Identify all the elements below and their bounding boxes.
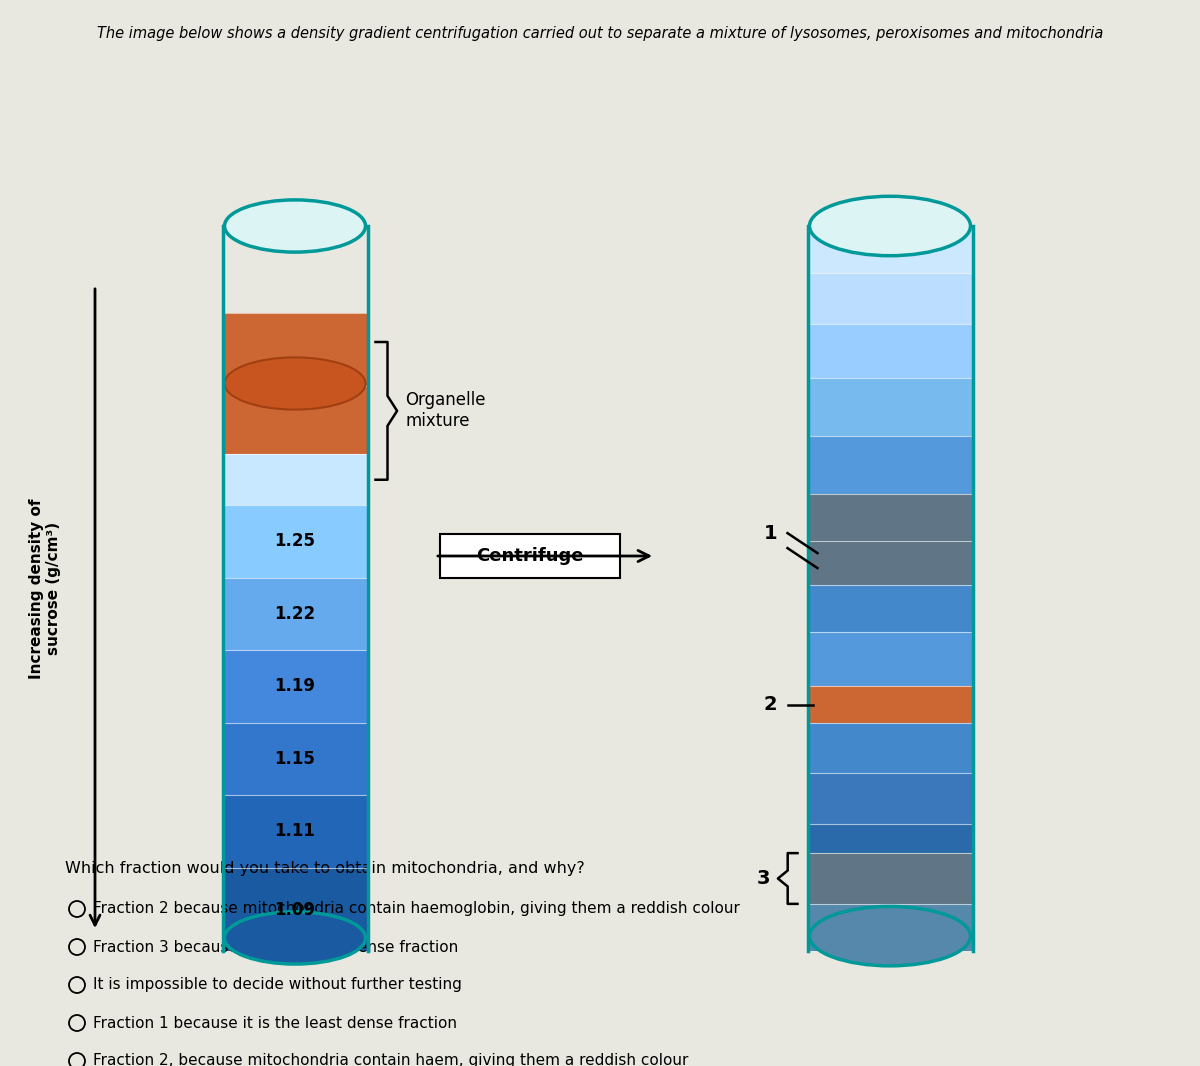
Text: Increasing density of
sucrose (g/cm³): Increasing density of sucrose (g/cm³) (29, 498, 61, 679)
Text: 1.22: 1.22 (275, 604, 316, 623)
Bar (808, 632, 972, 687)
Bar (808, 824, 972, 853)
Text: Centrifuge: Centrifuge (476, 547, 583, 565)
Text: It is impossible to decide without further testing: It is impossible to decide without furth… (94, 978, 462, 992)
Text: 1.11: 1.11 (275, 822, 316, 840)
Text: 1.09: 1.09 (275, 901, 316, 919)
Bar (222, 578, 367, 650)
Bar (222, 505, 367, 578)
Bar (808, 378, 972, 436)
Ellipse shape (224, 200, 366, 252)
Text: Fraction 2 because mitochondria contain haemoglobin, giving them a reddish colou: Fraction 2 because mitochondria contain … (94, 902, 740, 917)
Bar (808, 226, 972, 273)
Text: 1.25: 1.25 (275, 532, 316, 550)
Bar (222, 868, 367, 951)
Text: 1.15: 1.15 (275, 749, 316, 768)
Ellipse shape (224, 911, 366, 964)
Bar (808, 273, 972, 324)
Bar (808, 542, 972, 585)
Text: 2: 2 (763, 695, 778, 714)
Bar (808, 723, 972, 773)
Ellipse shape (810, 906, 971, 966)
Text: The image below shows a density gradient centrifugation carried out to separate : The image below shows a density gradient… (97, 26, 1103, 41)
Bar (808, 324, 972, 378)
Bar (222, 386, 367, 454)
Bar (808, 773, 972, 824)
Bar (222, 313, 367, 386)
Text: 1: 1 (763, 523, 778, 543)
Text: Fraction 3 because it is the most dense fraction: Fraction 3 because it is the most dense … (94, 939, 458, 954)
Text: 3: 3 (757, 869, 770, 888)
Bar (808, 687, 972, 723)
Ellipse shape (810, 196, 971, 256)
Bar (808, 436, 972, 495)
Text: Which fraction would you take to obtain mitochondria, and why?: Which fraction would you take to obtain … (65, 861, 584, 876)
Text: 1.19: 1.19 (275, 677, 316, 695)
Text: Organelle
mixture: Organelle mixture (406, 391, 486, 431)
Ellipse shape (224, 357, 366, 409)
Bar (808, 853, 972, 904)
Bar (222, 795, 367, 868)
Bar (808, 585, 972, 632)
Text: Fraction 1 because it is the least dense fraction: Fraction 1 because it is the least dense… (94, 1016, 457, 1031)
FancyBboxPatch shape (440, 534, 620, 578)
Bar (222, 454, 367, 505)
Bar (808, 904, 972, 951)
Text: Fraction 2, because mitochondria contain haem, giving them a reddish colour: Fraction 2, because mitochondria contain… (94, 1053, 689, 1066)
Bar (808, 495, 972, 542)
Bar (222, 723, 367, 795)
Bar (222, 650, 367, 723)
